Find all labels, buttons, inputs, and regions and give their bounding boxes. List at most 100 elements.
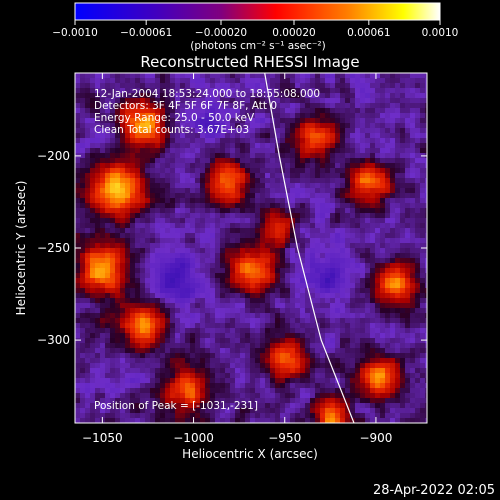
heatmap-cell: [175, 338, 181, 344]
heatmap-cell: [150, 133, 156, 139]
heatmap-cell: [255, 278, 261, 284]
heatmap-cell: [285, 358, 291, 364]
heatmap-cell: [305, 323, 311, 329]
heatmap-cell: [90, 98, 96, 104]
heatmap-cell: [405, 388, 411, 394]
heatmap-cell: [330, 93, 336, 99]
heatmap-cell: [105, 353, 111, 359]
heatmap-cell: [235, 163, 241, 169]
heatmap-cell: [210, 83, 216, 89]
heatmap-cell: [245, 158, 251, 164]
heatmap-cell: [345, 383, 351, 389]
heatmap-cell: [90, 393, 96, 399]
heatmap-cell: [240, 123, 246, 129]
heatmap-cell: [235, 108, 241, 114]
heatmap-cell: [130, 338, 136, 344]
heatmap-cell: [370, 263, 376, 269]
heatmap-cell: [180, 333, 186, 339]
heatmap-cell: [75, 398, 81, 404]
heatmap-cell: [355, 273, 361, 279]
heatmap-cell: [115, 98, 121, 104]
heatmap-cell: [160, 393, 166, 399]
heatmap-cell: [215, 213, 221, 219]
heatmap-cell: [420, 328, 426, 334]
heatmap-cell: [105, 393, 111, 399]
heatmap-cell: [90, 323, 96, 329]
heatmap-cell: [395, 413, 401, 419]
heatmap-cell: [100, 318, 106, 324]
heatmap-cell: [215, 188, 221, 194]
heatmap-cell: [425, 103, 427, 109]
heatmap-cell: [420, 268, 426, 274]
heatmap-cell: [220, 253, 226, 259]
heatmap-cell: [400, 128, 406, 134]
heatmap-cell: [335, 363, 341, 369]
heatmap-cell: [110, 253, 116, 259]
heatmap-cell: [120, 203, 126, 209]
heatmap-cell: [335, 168, 341, 174]
heatmap-cell: [155, 173, 161, 179]
heatmap-cell: [420, 293, 426, 299]
heatmap-cell: [385, 278, 391, 284]
heatmap-cell: [310, 173, 316, 179]
heatmap-cell: [290, 98, 296, 104]
heatmap-cell: [375, 288, 381, 294]
heatmap-cell: [285, 333, 291, 339]
heatmap-cell: [245, 88, 251, 94]
heatmap-cell: [215, 298, 221, 304]
heatmap-cell: [85, 113, 91, 119]
heatmap-cell: [400, 383, 406, 389]
heatmap-cell: [325, 288, 331, 294]
heatmap-cell: [340, 148, 346, 154]
heatmap-cell: [330, 148, 336, 154]
heatmap-cell: [85, 413, 91, 419]
heatmap-cell: [245, 298, 251, 304]
heatmap-cell: [320, 148, 326, 154]
heatmap-cell: [315, 213, 321, 219]
heatmap-cell: [135, 398, 141, 404]
heatmap-cell: [115, 323, 121, 329]
heatmap-cell: [250, 93, 256, 99]
heatmap-cell: [360, 73, 366, 79]
heatmap-cell: [350, 83, 356, 89]
heatmap-cell: [235, 258, 241, 264]
heatmap-cell: [350, 193, 356, 199]
heatmap-cell: [305, 263, 311, 269]
heatmap-cell: [365, 258, 371, 264]
heatmap-cell: [305, 203, 311, 209]
heatmap-cell: [165, 153, 171, 159]
heatmap-cell: [115, 243, 121, 249]
heatmap-cell: [410, 123, 416, 129]
heatmap-cell: [400, 123, 406, 129]
heatmap-cell: [240, 398, 246, 404]
heatmap-cell: [80, 388, 86, 394]
heatmap-cell: [410, 348, 416, 354]
heatmap-cell: [155, 383, 161, 389]
heatmap-cell: [155, 413, 161, 419]
heatmap-cell: [140, 253, 146, 259]
heatmap-cell: [320, 288, 326, 294]
heatmap-cell: [235, 398, 241, 404]
heatmap-cell: [360, 78, 366, 84]
heatmap-cell: [100, 208, 106, 214]
heatmap-cell: [355, 88, 361, 94]
heatmap-cell: [125, 78, 131, 84]
heatmap-cell: [335, 343, 341, 349]
heatmap-cell: [90, 93, 96, 99]
heatmap-cell: [75, 193, 81, 199]
heatmap-cell: [375, 143, 381, 149]
heatmap-cell: [170, 158, 176, 164]
heatmap-cell: [305, 318, 311, 324]
heatmap-cell: [395, 223, 401, 229]
heatmap-cell: [255, 403, 261, 409]
heatmap-cell: [180, 198, 186, 204]
heatmap-cell: [340, 213, 346, 219]
heatmap-cell: [425, 368, 427, 374]
heatmap-cell: [315, 103, 321, 109]
heatmap-cell: [370, 408, 376, 414]
heatmap-cell: [210, 158, 216, 164]
heatmap-cell: [195, 128, 201, 134]
heatmap-cell: [115, 348, 121, 354]
heatmap-cell: [95, 143, 101, 149]
heatmap-cell: [305, 143, 311, 149]
